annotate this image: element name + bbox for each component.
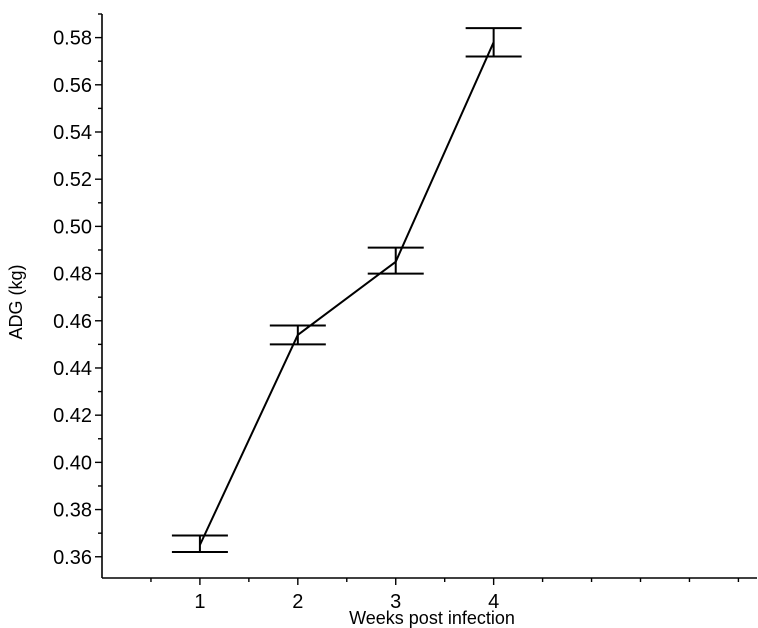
error-bar — [465, 27, 522, 58]
y-tick-label: 0.44 — [53, 358, 92, 380]
series-line — [198, 41, 495, 546]
error-bar — [171, 534, 228, 554]
axes — [101, 14, 757, 579]
y-tick-label: 0.38 — [53, 500, 92, 522]
y-tick-label: 0.40 — [53, 452, 92, 474]
y-tick-label: 0.50 — [53, 216, 92, 238]
y-tick-label: 0.46 — [53, 311, 92, 333]
y-tick-label: 0.56 — [53, 75, 92, 97]
y-tick-label: 0.54 — [53, 122, 92, 144]
y-tick-label: 0.58 — [53, 28, 92, 50]
x-tick-label: 1 — [194, 591, 205, 613]
x-tick-label: 4 — [488, 591, 499, 613]
y-axis-ticks: 0.36 0.38 0.40 0.42 0.44 0.46 0.48 0.50 0.52 0.54… — [53, 13, 102, 569]
x-axis-title: Weeks post infection — [349, 608, 515, 628]
error-bar — [269, 324, 326, 346]
y-tick-label: 0.48 — [53, 264, 92, 286]
x-tick-label: 3 — [390, 591, 401, 613]
y-tick-label: 0.42 — [53, 405, 92, 427]
y-axis-title: ADG (kg) — [6, 264, 26, 339]
series-group — [171, 27, 522, 554]
y-tick-label: 0.52 — [53, 169, 92, 191]
x-tick-label: 2 — [292, 591, 303, 613]
y-tick-label: 0.36 — [53, 547, 92, 569]
error-bar — [367, 246, 424, 275]
x-axis-ticks: 1 2 3 4 — [150, 578, 740, 613]
